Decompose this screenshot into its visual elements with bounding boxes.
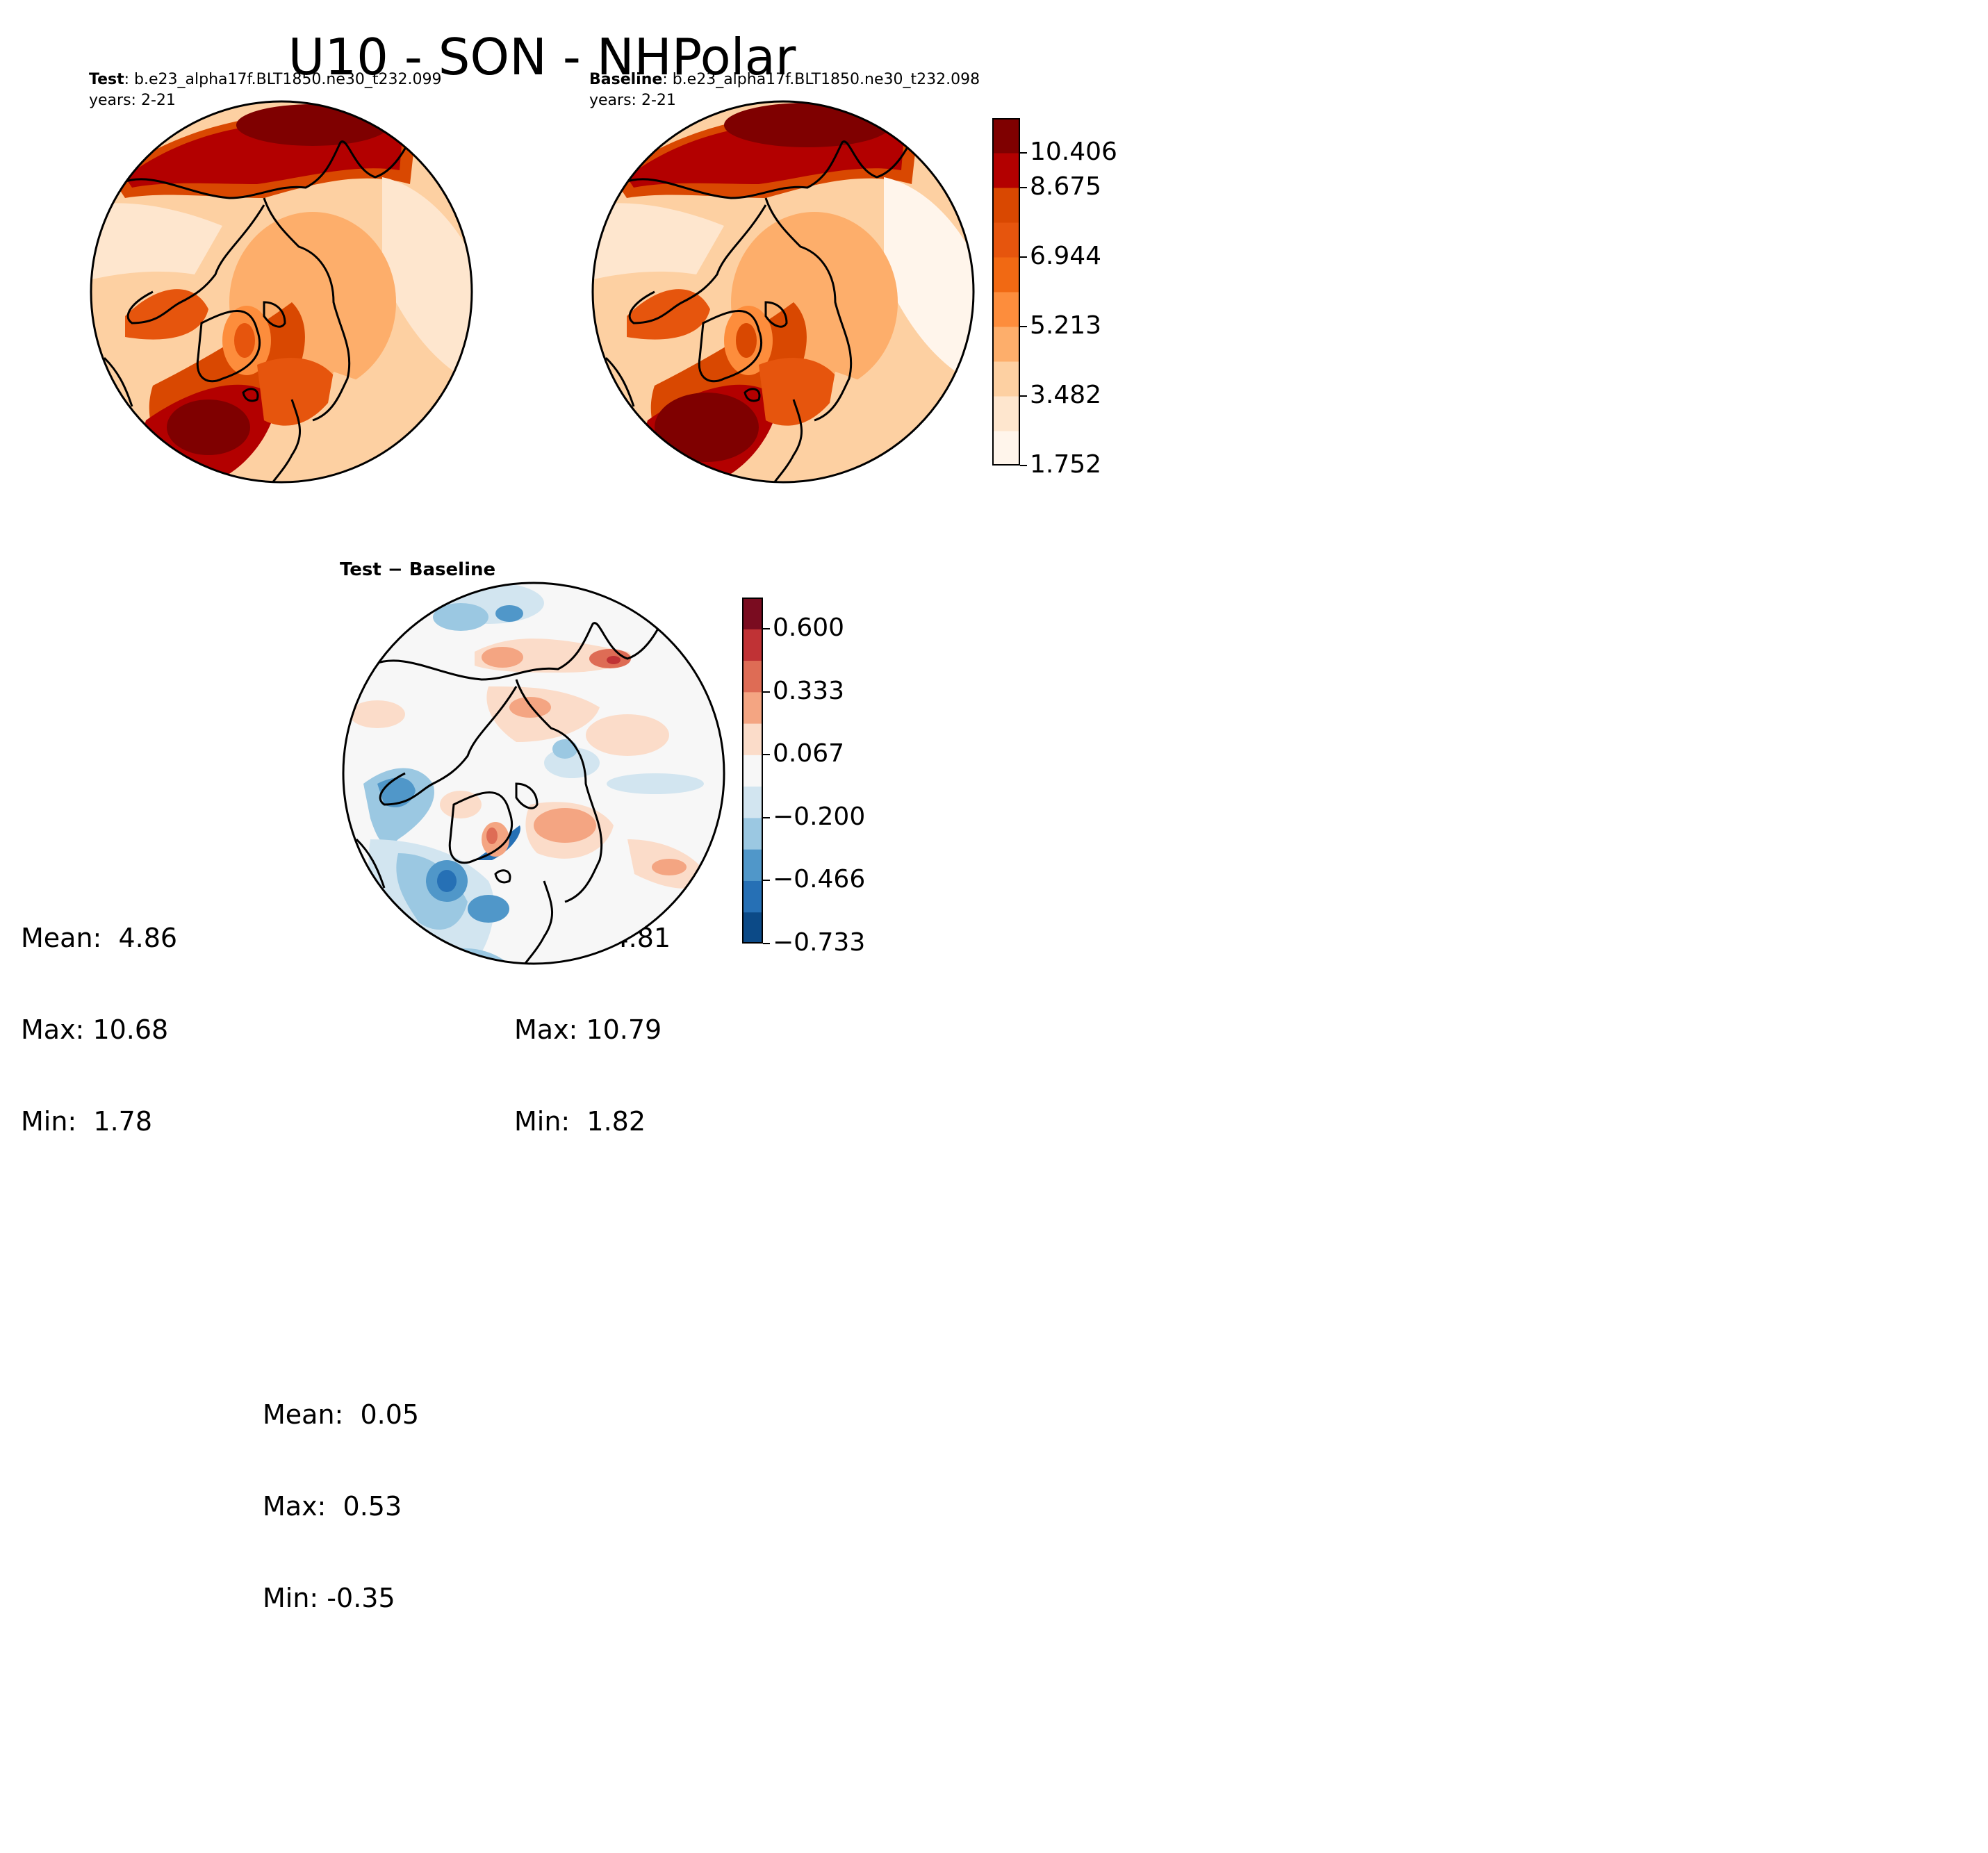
colorbar-tick-mark (763, 816, 770, 818)
colorbar-tick-label: 0.600 (773, 613, 845, 643)
colorbar-tick-label: 10.406 (1030, 138, 1117, 166)
test-case-name: : b.e23_alpha17f.BLT1850.ne30_t232.099 (124, 71, 442, 88)
colorbar-segment (992, 257, 1020, 293)
baseline-label: Baseline (589, 71, 663, 88)
colorbar-segment (742, 629, 763, 661)
colorbar-tick-label: −0.733 (773, 928, 866, 957)
colorbar-tick-mark (1020, 187, 1027, 188)
diff-max: Max: 0.53 (263, 1491, 402, 1522)
diff-map (342, 582, 725, 965)
test-map (90, 100, 473, 484)
baseline-min: Min: 1.82 (514, 1106, 646, 1137)
diff-panel-title: Test − Baseline (340, 559, 496, 580)
colorbar-segment (992, 118, 1020, 154)
colorbar-tick-label: 5.213 (1030, 311, 1102, 340)
colorbar-segment (742, 880, 763, 913)
colorbar-segment (742, 786, 763, 818)
colorbar-tick-mark (763, 880, 770, 882)
colorbar-tick-label: 0.333 (773, 676, 845, 705)
colorbar-segment (742, 691, 763, 724)
test-max: Max: 10.68 (21, 1014, 169, 1045)
colorbar-segment (992, 327, 1020, 362)
colorbar-tick-mark (763, 943, 770, 944)
diff-stats: Mean: 0.05 Max: 0.53 Min: -0.35 (263, 1338, 419, 1644)
colorbar-segment (742, 755, 763, 787)
colorbar-tick-mark (1020, 465, 1027, 466)
baseline-panel-title: Baseline: b.e23_alpha17f.BLT1850.ne30_t2… (589, 69, 980, 111)
colorbar-segment (742, 660, 763, 693)
colorbar-tick-label: 3.482 (1030, 381, 1102, 409)
colorbar-tick-label: −0.466 (773, 865, 866, 894)
colorbar-segment (992, 396, 1020, 431)
baseline-map (591, 100, 975, 484)
colorbar-tick-label: 8.675 (1030, 172, 1102, 201)
baseline-years: years: 2-21 (589, 92, 676, 109)
colorbar-segment (742, 598, 763, 629)
colorbar-segment (992, 188, 1020, 223)
colorbar-segment (992, 292, 1020, 327)
baseline-case-name: : b.e23_alpha17f.BLT1850.ne30_t232.098 (662, 71, 980, 88)
colorbar-tick-mark (763, 754, 770, 756)
colorbar-tick-label: 6.944 (1030, 242, 1102, 270)
colorbar-tick-mark (1020, 256, 1027, 258)
colorbar-tick-mark (763, 628, 770, 630)
colorbar-segment (742, 817, 763, 850)
test-stats: Mean: 4.86 Max: 10.68 Min: 1.78 (21, 862, 177, 1167)
colorbar-tick-mark (1020, 395, 1027, 397)
difference-colorbar (742, 598, 763, 944)
colorbar-segment (742, 849, 763, 881)
absolute-colorbar (992, 118, 1020, 466)
colorbar-tick-label: 0.067 (773, 739, 845, 768)
colorbar-segment (992, 431, 1020, 466)
figure-title: U10 - SON - NHPolar (288, 28, 796, 86)
test-label: Test (89, 71, 124, 88)
colorbar-tick-label: −0.200 (773, 802, 866, 831)
test-years: years: 2-21 (89, 92, 176, 109)
colorbar-tick-mark (763, 691, 770, 693)
colorbar-tick-label: 1.752 (1030, 450, 1102, 479)
colorbar-tick-mark (1020, 152, 1027, 154)
test-min: Min: 1.78 (21, 1106, 152, 1137)
colorbar-segment (992, 222, 1020, 258)
test-mean: Mean: 4.86 (21, 923, 178, 953)
test-panel-title: Test: b.e23_alpha17f.BLT1850.ne30_t232.0… (89, 69, 441, 111)
colorbar-segment (742, 912, 763, 944)
diff-min: Min: -0.35 (263, 1583, 395, 1613)
colorbar-segment (992, 153, 1020, 188)
colorbar-segment (742, 723, 763, 755)
colorbar-tick-mark (1020, 326, 1027, 327)
colorbar-segment (992, 361, 1020, 397)
baseline-max: Max: 10.79 (514, 1014, 662, 1045)
diff-mean: Mean: 0.05 (263, 1399, 420, 1430)
